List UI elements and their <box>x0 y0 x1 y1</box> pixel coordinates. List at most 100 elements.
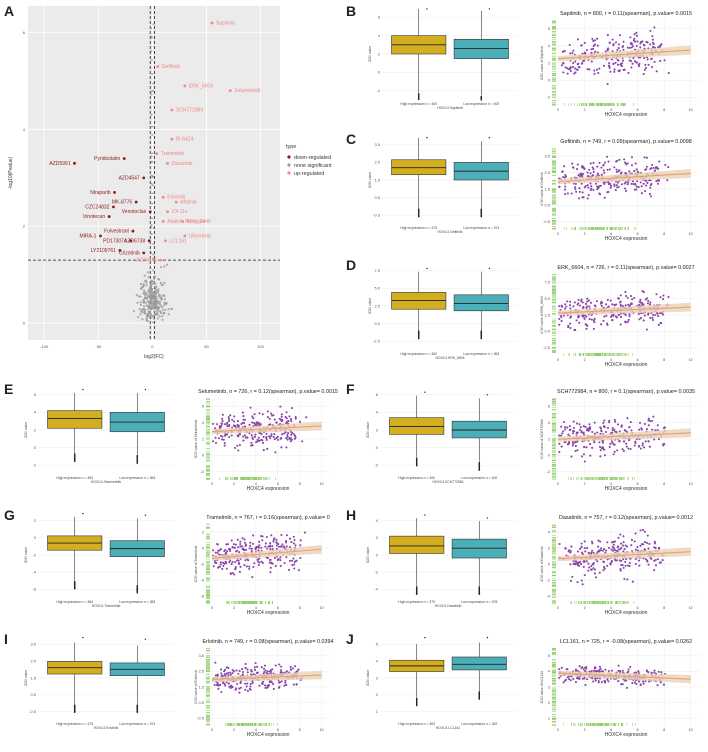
scatter-point <box>227 417 231 421</box>
box-x-label: HOXC4 ERK_6604 <box>435 356 464 360</box>
scatter-y-tick: 2.5 <box>544 312 550 317</box>
outlier <box>424 391 426 393</box>
scatter-point <box>622 566 625 569</box>
scatter-point <box>598 571 601 574</box>
point-none <box>151 202 154 205</box>
scatter-point <box>595 68 599 71</box>
scatter-point <box>598 67 601 70</box>
scatter-point <box>565 305 568 308</box>
scatter-point <box>638 421 642 424</box>
scatter-point <box>303 531 306 534</box>
scatter-point <box>221 435 224 438</box>
scatter-point <box>570 455 573 458</box>
scatter-point <box>289 665 292 669</box>
scatter-point <box>246 682 249 685</box>
scatter-point <box>617 314 620 317</box>
scatter-point <box>567 68 570 71</box>
scatter-point <box>293 567 296 570</box>
scatter-point <box>610 315 613 318</box>
scatter-title: Dasatinib, n = 757, r = 0.12(spearman), … <box>559 515 693 521</box>
scatter-point <box>643 423 646 426</box>
scatter-point <box>598 441 601 444</box>
scatter-point <box>251 436 254 439</box>
scatter-point <box>248 687 251 691</box>
scatter-point <box>594 182 598 185</box>
scatter-point <box>256 422 259 425</box>
scatter-point <box>574 444 577 448</box>
scatter-point <box>290 407 294 410</box>
scatter-point <box>647 417 650 420</box>
scatter-point <box>256 558 259 561</box>
point-none <box>152 82 155 85</box>
scatter-x-tick: 6 <box>277 728 279 732</box>
drug-label-down: AZD4547 <box>119 175 140 181</box>
scatter-point <box>270 562 273 565</box>
point-up <box>161 220 165 223</box>
point-none <box>152 23 155 26</box>
scatter-x-tick: 10 <box>689 358 693 362</box>
scatter-point <box>586 68 589 71</box>
scatter-point <box>632 183 635 186</box>
scatter-point <box>657 547 660 550</box>
scatter-point <box>561 432 564 435</box>
scatter-point <box>635 185 638 188</box>
scatter-point <box>285 411 288 414</box>
scatter-point <box>663 59 666 62</box>
scatter-point <box>608 445 611 448</box>
scatter-point <box>589 189 592 192</box>
scatter-x-tick: 2 <box>233 606 235 610</box>
box-y-tick: -2 <box>32 463 36 468</box>
scatter-point <box>569 322 572 325</box>
legend-swatch <box>287 171 291 175</box>
outlier <box>136 462 139 464</box>
scatter-point <box>251 681 254 685</box>
scatter-x-tick: 2 <box>584 482 586 486</box>
scatter-point <box>627 318 630 322</box>
scatter-point <box>229 559 232 562</box>
point-none <box>154 296 157 299</box>
scatter-point <box>220 668 223 671</box>
scatter-point <box>615 431 618 434</box>
scatter-y-tick: 2.5 <box>198 669 204 674</box>
scatter-point <box>626 296 629 299</box>
scatter-point <box>250 434 253 437</box>
point-up <box>170 108 174 112</box>
box-y-tick: 2 <box>378 51 381 56</box>
scatter-point <box>600 304 603 307</box>
scatter-point <box>580 562 583 566</box>
scatter-point <box>571 444 574 447</box>
scatter-point <box>599 449 602 452</box>
scatter-point <box>613 428 616 431</box>
group-label: Low expression n = 374 <box>463 226 499 230</box>
scatter-x-tick: 4 <box>610 232 612 236</box>
scatter-y-label: IC50 value of Sapitinib <box>540 46 544 80</box>
scatter-y-tick: 1.5 <box>198 684 204 689</box>
point-none <box>151 125 154 128</box>
point-none <box>154 300 157 303</box>
scatter-point <box>245 436 248 439</box>
box-y-tick: 2 <box>34 518 37 523</box>
point-none <box>149 295 152 298</box>
scatter-point <box>610 559 613 562</box>
point-none <box>156 308 159 311</box>
scatter-point <box>221 413 224 416</box>
scatter-point <box>590 540 594 543</box>
scatter-point <box>643 56 646 60</box>
scatter-point <box>261 439 264 442</box>
scatter-point <box>600 300 603 303</box>
scatter-title: ERK_6604, n = 726, r = 0.11(spearman), p… <box>557 265 694 271</box>
scatter-title: Sapitinib, n = 800, r = 0.11(spearman), … <box>560 11 692 17</box>
scatter-point <box>239 545 242 548</box>
scatter-point <box>566 72 569 75</box>
scatter-point <box>609 70 612 73</box>
point-none <box>152 277 155 280</box>
scatter-point <box>265 438 268 441</box>
scatter-point <box>562 71 565 74</box>
scatter-point <box>615 184 618 187</box>
scatter-point <box>587 186 590 189</box>
outlier <box>82 388 84 391</box>
box <box>389 535 445 554</box>
scatter-point <box>619 569 622 572</box>
scatter-point <box>225 433 229 436</box>
